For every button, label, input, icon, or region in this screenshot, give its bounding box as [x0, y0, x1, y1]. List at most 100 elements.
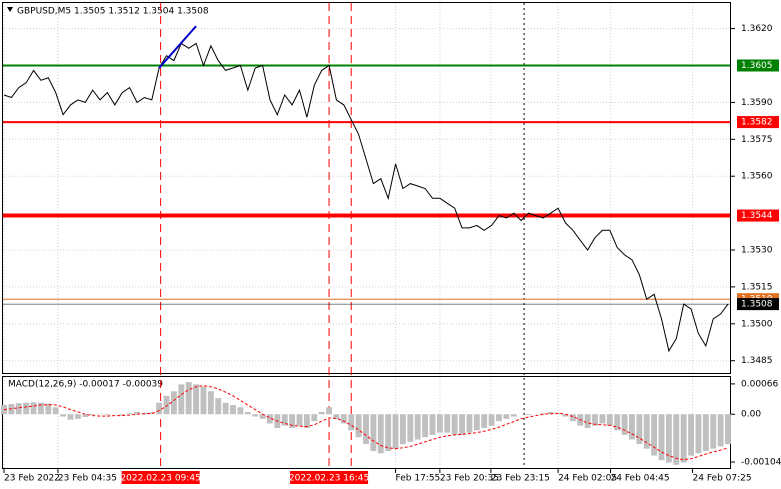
- histogram-bar: [399, 414, 406, 445]
- histogram-bar: [629, 414, 635, 440]
- histogram-bar: [156, 402, 163, 415]
- level-label-box: [737, 116, 779, 129]
- macd-title: MACD(12,26,9) -0.00017 -0.00039: [8, 380, 163, 390]
- histogram-bar: [1, 405, 7, 415]
- histogram-bar: [363, 414, 369, 445]
- histogram-bar: [193, 384, 200, 415]
- histogram-bar: [326, 407, 333, 415]
- histogram-bar: [67, 414, 74, 420]
- y-tick-label: 1.3620: [741, 24, 773, 34]
- histogram-bar: [473, 414, 480, 431]
- histogram-bar: [636, 414, 643, 445]
- y-tick-label: 1.3560: [741, 172, 773, 182]
- histogram-bar: [429, 414, 436, 435]
- histogram-bar: [82, 414, 89, 417]
- histogram-bar: [207, 391, 214, 415]
- level-label-box: [737, 298, 779, 311]
- histogram-bar: [547, 411, 554, 415]
- histogram-bar: [119, 414, 126, 416]
- histogram-bar: [355, 414, 362, 438]
- signal-line: [3, 385, 729, 461]
- histogram-bar: [37, 402, 44, 415]
- histogram-bar: [651, 414, 658, 456]
- histogram-bar: [89, 414, 96, 416]
- trend-line: [158, 25, 197, 69]
- level-label: 1.3508: [741, 300, 773, 310]
- histogram-bar: [52, 407, 59, 415]
- histogram-bar: [126, 413, 133, 415]
- histogram-bar: [540, 413, 547, 415]
- histogram-bar: [680, 414, 687, 463]
- x-tick-label: 24 Feb 02:05: [558, 474, 617, 484]
- histogram-bar: [658, 414, 665, 461]
- histogram-bar: [510, 414, 517, 417]
- histogram-bar: [481, 414, 488, 429]
- y-tick-label: 1.3590: [741, 98, 773, 108]
- histogram-bar: [74, 414, 81, 419]
- histogram-bar: [104, 414, 111, 416]
- level-label: 1.3544: [741, 211, 773, 221]
- histogram-bar: [606, 414, 613, 426]
- histogram-bar: [702, 414, 709, 451]
- x-tick-label: 24 Feb 07:25: [693, 474, 752, 484]
- title-icon: [7, 7, 13, 12]
- histogram-bar: [392, 414, 399, 449]
- y-tick-label: 1.3485: [741, 356, 773, 366]
- histogram-bar: [444, 414, 451, 433]
- histogram-bar: [407, 414, 414, 442]
- histogram-bar: [385, 414, 392, 451]
- histogram-bar: [289, 414, 296, 429]
- histogram-bar: [303, 414, 310, 429]
- histogram-bar: [451, 414, 458, 435]
- histogram-bar: [436, 414, 443, 433]
- histogram-bar: [488, 414, 495, 426]
- histogram-bar: [30, 402, 37, 415]
- histogram-bar: [599, 414, 606, 424]
- histogram-bar: [15, 403, 22, 415]
- price-line: [3, 42, 729, 353]
- level-label-box: [737, 59, 779, 72]
- histogram-bar: [592, 414, 598, 426]
- x-tick-label: Feb 17:55: [396, 474, 441, 484]
- histogram-bar: [562, 414, 569, 417]
- histogram-bar: [673, 414, 680, 465]
- histogram-bar: [377, 414, 384, 454]
- histogram-bar: [259, 414, 266, 419]
- histogram-bar: [318, 411, 325, 415]
- histogram-bar: [665, 414, 672, 463]
- histogram-bar: [348, 414, 355, 431]
- histogram-bar: [163, 395, 170, 415]
- y-tick-label: 1.3500: [741, 319, 773, 329]
- histogram-bar: [215, 398, 222, 415]
- histogram-bar: [688, 414, 695, 456]
- histogram-bar: [459, 414, 465, 435]
- histogram-bar: [569, 414, 576, 422]
- histogram-bar: [725, 414, 731, 445]
- histogram-bar: [230, 405, 236, 415]
- histogram-bar: [466, 414, 473, 433]
- histogram-bar: [414, 414, 421, 440]
- price-pane-frame: [2, 2, 731, 374]
- histogram-bar: [717, 414, 724, 447]
- histogram-bar: [134, 411, 140, 415]
- histogram-bar: [296, 414, 303, 426]
- y-tick-label: -0.00104: [741, 458, 781, 468]
- histogram-bar: [170, 391, 177, 415]
- histogram-bar: [244, 411, 251, 415]
- histogram-bar: [200, 386, 207, 415]
- histogram-bar: [525, 414, 532, 416]
- x-tick-label: 23 Feb 2022: [4, 474, 60, 484]
- histogram-bar: [422, 414, 429, 438]
- histogram-bar: [340, 414, 347, 424]
- y-tick-label: 0.00: [741, 410, 761, 420]
- histogram-bar: [643, 414, 650, 449]
- level-label-box: [737, 209, 779, 222]
- time-label-box: [121, 471, 200, 484]
- histogram-bar: [185, 382, 192, 415]
- time-label: 2022.02.23 09:45: [120, 474, 200, 484]
- histogram-bar: [370, 414, 377, 451]
- histogram-bar: [281, 414, 288, 426]
